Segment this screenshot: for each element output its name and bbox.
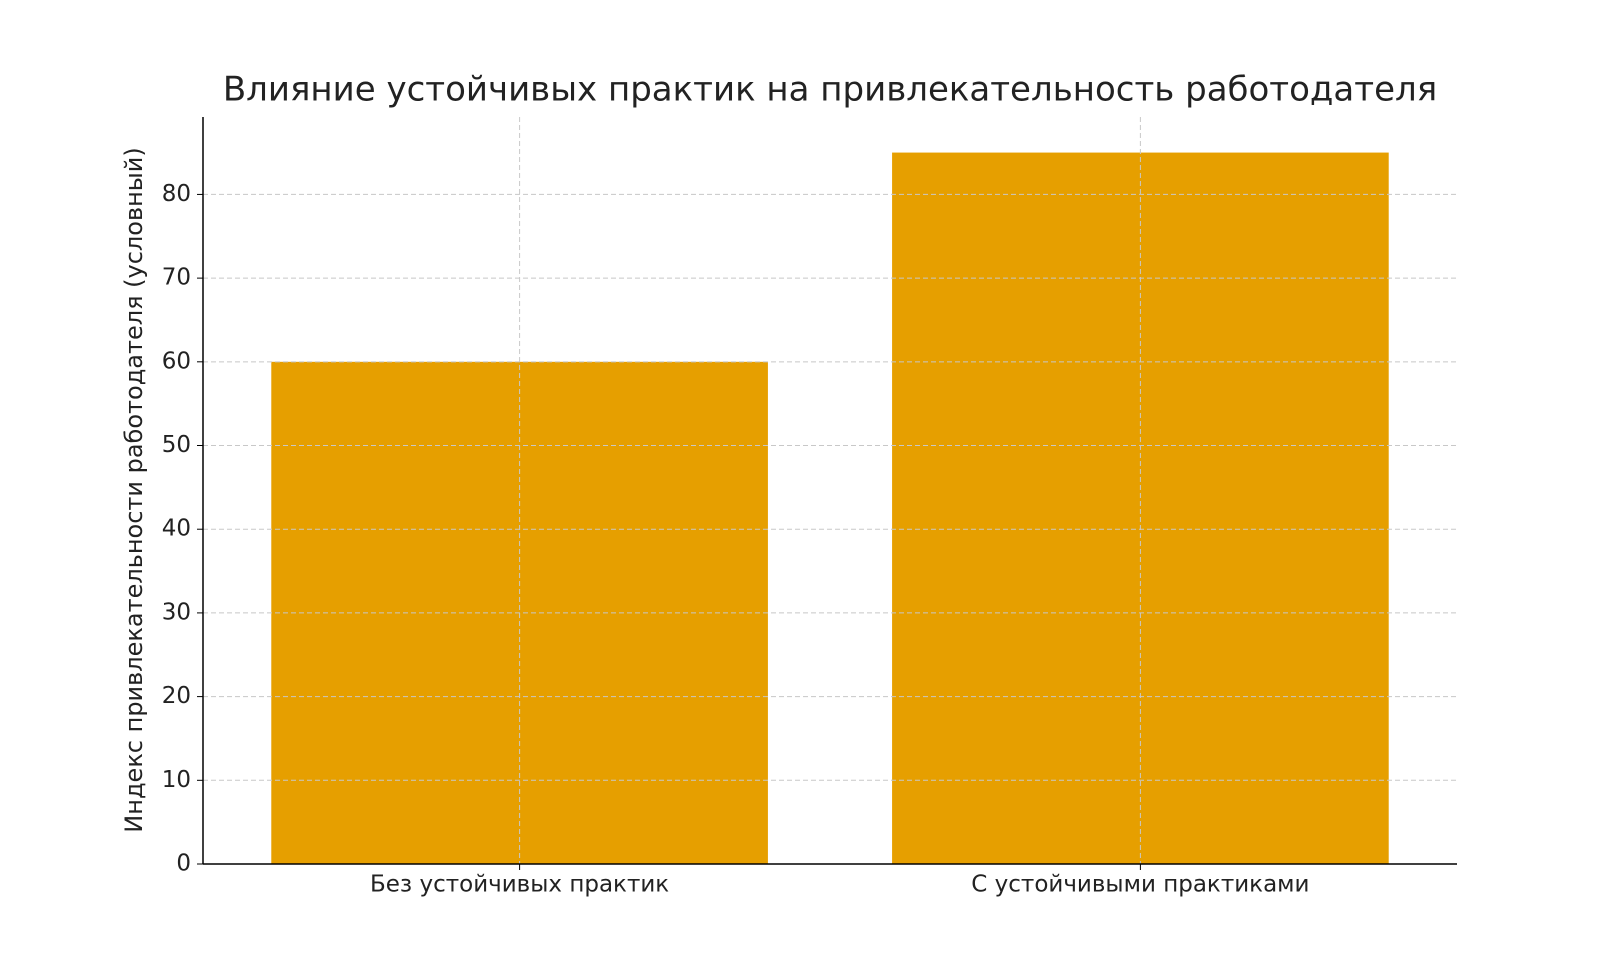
y-tick-label: 20 bbox=[162, 683, 191, 709]
y-tick-label: 50 bbox=[162, 432, 191, 458]
y-tick-label: 0 bbox=[176, 851, 191, 877]
y-tick-label: 80 bbox=[162, 181, 191, 207]
y-axis-label: Индекс привлекательности работодателя (у… bbox=[120, 147, 148, 832]
y-tick-label: 60 bbox=[162, 348, 191, 374]
y-tick-label: 30 bbox=[162, 599, 191, 625]
y-tick-label: 70 bbox=[162, 265, 191, 291]
y-tick-label: 40 bbox=[162, 516, 191, 542]
x-tick-label: Без устойчивых практик bbox=[370, 872, 669, 898]
x-tick-label: С устойчивыми практиками bbox=[971, 872, 1309, 898]
y-tick-label: 10 bbox=[162, 767, 191, 793]
chart-title: Влияние устойчивых практик на привлекате… bbox=[223, 70, 1437, 110]
